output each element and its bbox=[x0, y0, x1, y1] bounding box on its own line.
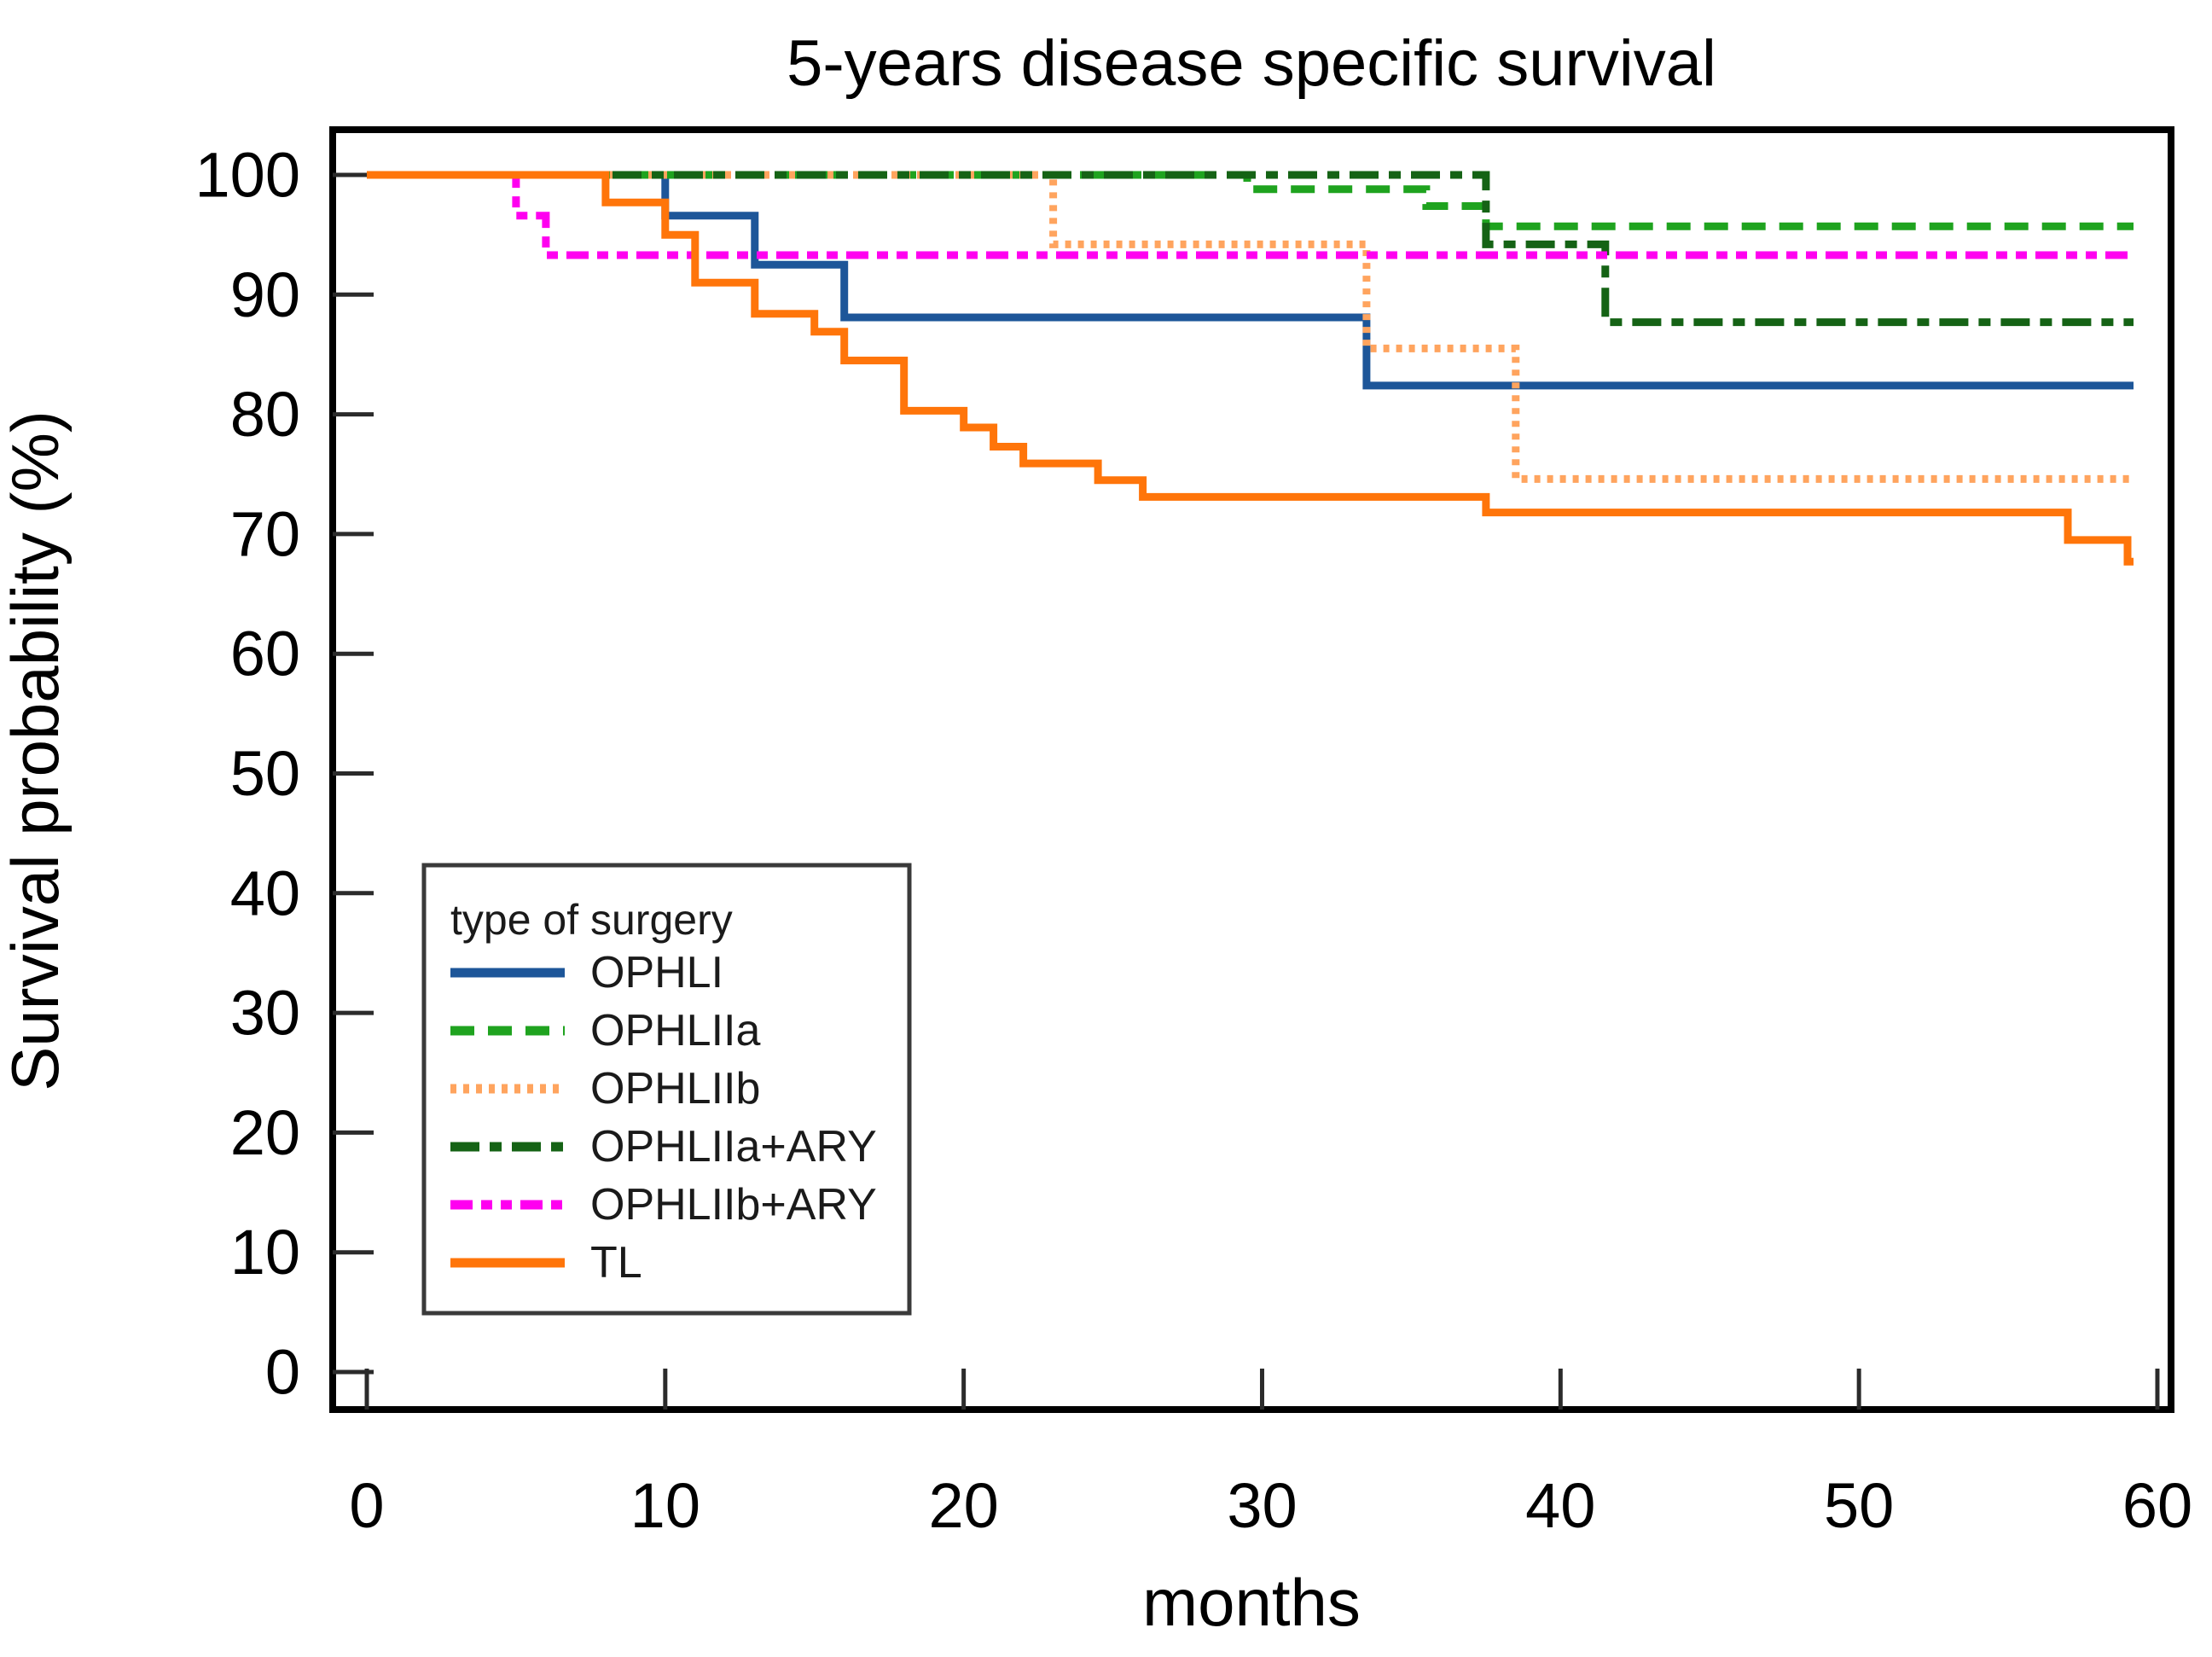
y-tick-label: 70 bbox=[230, 498, 300, 569]
legend-title: type of surgery bbox=[450, 896, 733, 944]
x-tick-label: 40 bbox=[1525, 1470, 1595, 1541]
curves-layer bbox=[367, 171, 2134, 566]
y-tick-label: 100 bbox=[195, 140, 300, 211]
y-axis-label: Survival probability (%) bbox=[0, 410, 73, 1091]
x-tick-label: 0 bbox=[349, 1470, 384, 1541]
legend-label-ophliia: OPHLIIa bbox=[590, 1006, 760, 1055]
curve-tl bbox=[367, 171, 2134, 566]
legend-label-tl: TL bbox=[590, 1238, 642, 1288]
y-tick-label: 10 bbox=[230, 1217, 300, 1288]
x-axis-label: months bbox=[1142, 1565, 1361, 1640]
y-axis: 0 10 20 30 40 50 60 70 80 90 100 bbox=[195, 140, 374, 1408]
x-tick-label: 50 bbox=[1824, 1470, 1894, 1541]
y-tick-label: 0 bbox=[265, 1337, 300, 1408]
legend: type of surgery OPHLI OPHLIIa OPHLIIb OP… bbox=[421, 863, 912, 1316]
x-axis: 0 10 20 30 40 50 60 bbox=[349, 1369, 2192, 1541]
plot-frame bbox=[329, 126, 2174, 1413]
legend-label-ophliib: OPHLIIb bbox=[590, 1064, 760, 1113]
x-tick-label: 20 bbox=[929, 1470, 999, 1541]
curve-ophliia-ary bbox=[367, 171, 2134, 327]
y-tick-label: 50 bbox=[230, 738, 300, 809]
curve-ophliib bbox=[367, 171, 2134, 483]
curve-ophli bbox=[367, 171, 2134, 390]
legend-label-ophliia-ary: OPHLIIa+ARY bbox=[590, 1122, 877, 1172]
y-tick-label: 90 bbox=[230, 259, 300, 330]
y-tick-label: 80 bbox=[230, 379, 300, 450]
x-tick-label: 10 bbox=[630, 1470, 700, 1541]
y-tick-label: 40 bbox=[230, 858, 300, 928]
x-tick-label: 60 bbox=[2122, 1470, 2192, 1541]
y-tick-label: 60 bbox=[230, 619, 300, 689]
legend-label-ophli: OPHLI bbox=[590, 948, 723, 997]
y-tick-label: 20 bbox=[230, 1097, 300, 1168]
x-tick-label: 30 bbox=[1227, 1470, 1297, 1541]
legend-label-ophliib-ary: OPHLIIb+ARY bbox=[590, 1180, 877, 1230]
chart-title: 5-years disease specific survival bbox=[787, 27, 1716, 100]
y-tick-label: 30 bbox=[230, 978, 300, 1049]
